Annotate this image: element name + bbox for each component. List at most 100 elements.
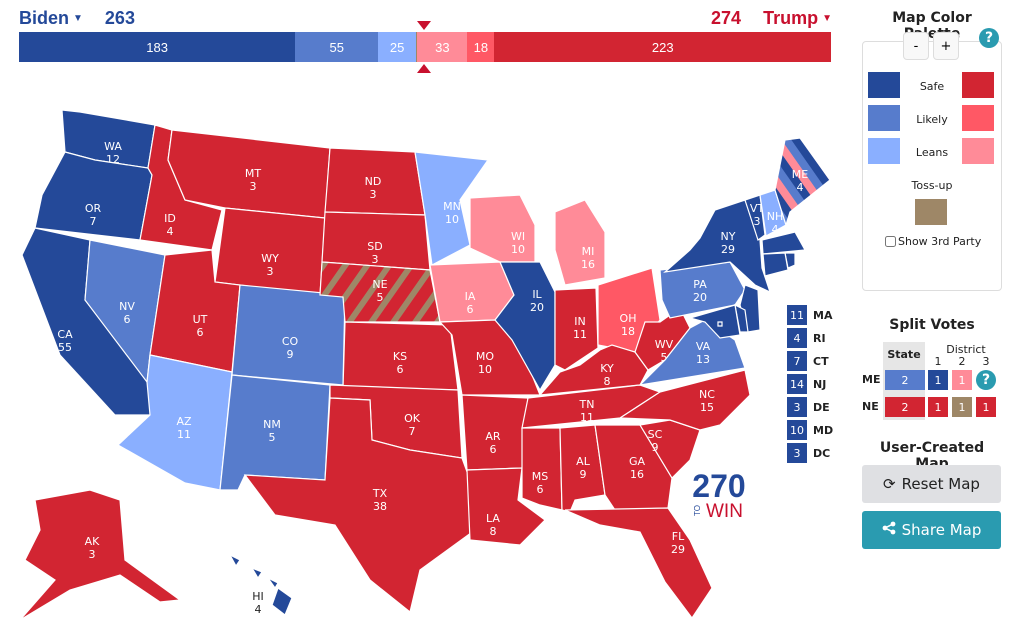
state-ev-hi: 4 xyxy=(255,603,262,616)
show-3rd-party-checkbox[interactable] xyxy=(885,236,896,247)
decrease-button[interactable]: - xyxy=(903,32,929,60)
state-ct[interactable] xyxy=(762,252,789,277)
state-label-ne: NE xyxy=(372,278,387,291)
caret-down-icon: ▼ xyxy=(73,13,83,24)
split-state-cell[interactable]: 2 xyxy=(885,397,925,417)
small-state-ri[interactable]: 4 RI xyxy=(787,328,833,348)
split-district-cell[interactable]: 1 xyxy=(952,397,972,417)
state-md[interactable] xyxy=(687,304,741,339)
state-hi[interactable] xyxy=(228,553,241,568)
state-label-ks: KS xyxy=(393,350,407,363)
small-state-ev[interactable]: 7 xyxy=(787,351,807,371)
state-ev-al: 9 xyxy=(580,468,587,481)
bar-segment-safe-d: 183 xyxy=(19,32,296,62)
likely-rep-swatch[interactable] xyxy=(962,105,994,131)
color-palette: - + ? Safe Likely Leans Toss-up Show 3rd… xyxy=(862,28,1002,291)
state-ky[interactable] xyxy=(538,344,649,396)
state-label-ca: CA xyxy=(57,328,73,341)
reset-map-button[interactable]: ⟳ Reset Map xyxy=(862,465,1001,503)
small-state-name: DE xyxy=(813,400,830,414)
small-state-ma[interactable]: 11 MA xyxy=(787,305,833,325)
state-fl[interactable] xyxy=(564,507,713,620)
small-state-de[interactable]: 3 DE xyxy=(787,397,833,417)
state-ev-nm: 5 xyxy=(269,431,276,444)
split-district-cell[interactable]: 1 xyxy=(952,370,972,390)
state-ev-ks: 6 xyxy=(397,363,404,376)
state-ev-ar: 6 xyxy=(490,443,497,456)
state-ev-ut: 6 xyxy=(197,326,204,339)
state-nc[interactable] xyxy=(618,369,751,431)
split-votes-title: Split Votes xyxy=(889,317,975,333)
state-label-tn: TN xyxy=(579,398,595,411)
small-state-ct[interactable]: 7 CT xyxy=(787,351,833,371)
state-ev-wi: 10 xyxy=(511,243,525,256)
state-dc[interactable] xyxy=(717,321,723,327)
state-hi[interactable] xyxy=(250,566,263,580)
small-state-ev[interactable]: 4 xyxy=(787,328,807,348)
state-ma[interactable] xyxy=(761,231,806,255)
likely-dem-swatch[interactable] xyxy=(868,105,900,131)
small-state-ev[interactable]: 3 xyxy=(787,397,807,417)
dem-candidate-dropdown[interactable]: Biden ▼ 263 xyxy=(19,8,135,29)
state-label-mi: MI xyxy=(582,245,595,258)
state-ev-or: 7 xyxy=(90,215,97,228)
state-il[interactable] xyxy=(494,261,556,392)
state-tx[interactable] xyxy=(243,397,476,614)
safe-label: Safe xyxy=(919,80,945,93)
split-district-cell[interactable]: 1 xyxy=(928,397,948,417)
caret-down-icon: ▼ xyxy=(822,13,832,24)
state-label-mo: MO xyxy=(476,350,494,363)
state-ev-co: 9 xyxy=(287,348,294,361)
state-label-al: AL xyxy=(576,455,591,468)
state-ms[interactable] xyxy=(521,427,563,511)
electoral-vote-bar: 183 55 25 33 18 223 xyxy=(19,32,832,62)
help-icon[interactable]: ? xyxy=(979,28,999,48)
state-label-ia: IA xyxy=(465,290,476,303)
logo-win: WIN xyxy=(706,501,743,522)
share-map-button[interactable]: Share Map xyxy=(862,511,1001,549)
lean-rep-swatch[interactable] xyxy=(962,138,994,164)
share-map-label: Share Map xyxy=(901,521,982,539)
state-label-nm: NM xyxy=(263,418,281,431)
state-me[interactable] xyxy=(774,137,831,228)
refresh-icon: ⟳ xyxy=(883,475,896,493)
split-state-label: NE xyxy=(862,400,879,413)
small-state-ev[interactable]: 11 xyxy=(787,305,807,325)
rep-candidate-dropdown[interactable]: 274 Trump ▼ xyxy=(711,8,832,29)
state-mi[interactable] xyxy=(554,199,606,286)
increase-button[interactable]: + xyxy=(933,32,959,60)
state-wv[interactable] xyxy=(634,307,691,371)
district-number: 2 xyxy=(958,355,966,368)
state-ev-ky: 8 xyxy=(604,375,611,388)
state-hi[interactable] xyxy=(271,587,293,616)
small-state-ev[interactable]: 10 xyxy=(787,420,807,440)
small-state-name: NJ xyxy=(813,377,827,391)
state-hi[interactable] xyxy=(267,577,279,590)
state-label-nc: NC xyxy=(699,388,715,401)
small-state-ev[interactable]: 14 xyxy=(787,374,807,394)
state-ny[interactable] xyxy=(663,199,772,294)
small-state-ev[interactable]: 3 xyxy=(787,443,807,463)
state-wi[interactable] xyxy=(469,194,536,263)
state-ev-in: 11 xyxy=(573,328,587,341)
help-icon[interactable]: ? xyxy=(976,370,996,390)
small-state-dc[interactable]: 3 DC xyxy=(787,443,833,463)
safe-dem-swatch[interactable] xyxy=(868,72,900,98)
show-3rd-party-option[interactable]: Show 3rd Party xyxy=(885,235,981,248)
lean-dem-swatch[interactable] xyxy=(868,138,900,164)
small-state-md[interactable]: 10 MD xyxy=(787,420,833,440)
small-state-name: MD xyxy=(813,423,834,437)
safe-rep-swatch[interactable] xyxy=(962,72,994,98)
small-state-nj[interactable]: 14 NJ xyxy=(787,374,833,394)
state-vt[interactable] xyxy=(744,194,766,241)
split-district-cell[interactable]: 1 xyxy=(928,370,948,390)
tossup-swatch[interactable] xyxy=(915,199,947,225)
state-in[interactable] xyxy=(554,287,599,371)
split-state-cell[interactable]: 2 xyxy=(885,370,925,390)
split-district-cell[interactable]: 1 xyxy=(976,397,996,417)
state-ev-ak: 3 xyxy=(89,548,96,561)
state-label-ok: OK xyxy=(404,412,421,425)
bar-segment-tossup xyxy=(415,32,418,62)
state-ak[interactable] xyxy=(19,489,182,621)
state-label-wy: WY xyxy=(261,252,279,265)
